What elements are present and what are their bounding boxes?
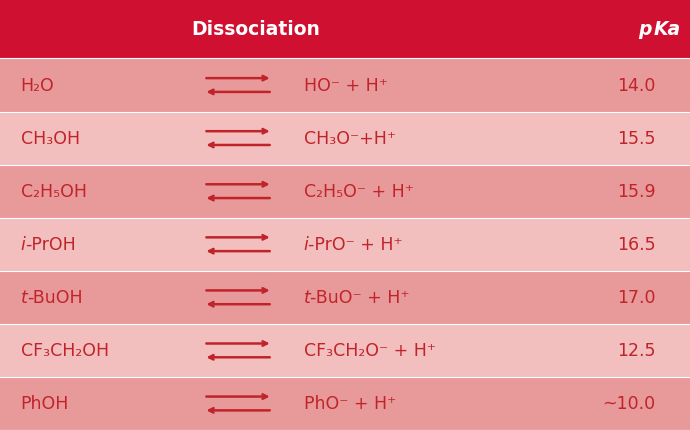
Text: i: i xyxy=(304,236,308,254)
Text: 14.0: 14.0 xyxy=(617,77,656,95)
Text: CH₃O⁻+H⁺: CH₃O⁻+H⁺ xyxy=(304,130,395,148)
Text: Ka: Ka xyxy=(653,20,680,39)
Text: i: i xyxy=(21,236,26,254)
Text: 12.5: 12.5 xyxy=(617,341,656,359)
Text: -PrOH: -PrOH xyxy=(26,236,77,254)
Bar xyxy=(0,112,690,165)
Text: -BuOH: -BuOH xyxy=(28,289,83,307)
Text: 15.9: 15.9 xyxy=(617,183,656,201)
Text: H₂O: H₂O xyxy=(21,77,55,95)
Bar xyxy=(0,324,690,377)
Text: 15.5: 15.5 xyxy=(617,130,656,148)
Text: CH₃OH: CH₃OH xyxy=(21,130,80,148)
Text: C₂H₅O⁻ + H⁺: C₂H₅O⁻ + H⁺ xyxy=(304,183,413,201)
Text: PhOH: PhOH xyxy=(21,395,69,412)
Text: t: t xyxy=(21,289,28,307)
Text: 16.5: 16.5 xyxy=(617,236,656,254)
Text: -BuO⁻ + H⁺: -BuO⁻ + H⁺ xyxy=(310,289,410,307)
Text: C₂H₅OH: C₂H₅OH xyxy=(21,183,87,201)
Text: -PrO⁻ + H⁺: -PrO⁻ + H⁺ xyxy=(308,236,403,254)
Bar xyxy=(0,165,690,218)
Text: Dissociation: Dissociation xyxy=(191,20,319,39)
Bar xyxy=(0,59,690,112)
Text: CF₃CH₂O⁻ + H⁺: CF₃CH₂O⁻ + H⁺ xyxy=(304,341,435,359)
Text: HO⁻ + H⁺: HO⁻ + H⁺ xyxy=(304,77,388,95)
Bar xyxy=(0,377,690,430)
Text: p: p xyxy=(639,20,652,39)
Bar xyxy=(0,218,690,271)
Bar xyxy=(0,0,690,59)
Text: CF₃CH₂OH: CF₃CH₂OH xyxy=(21,341,109,359)
Text: t: t xyxy=(304,289,310,307)
Bar xyxy=(0,271,690,324)
Text: ~10.0: ~10.0 xyxy=(602,395,656,412)
Text: PhO⁻ + H⁺: PhO⁻ + H⁺ xyxy=(304,395,396,412)
Text: 17.0: 17.0 xyxy=(617,289,656,307)
